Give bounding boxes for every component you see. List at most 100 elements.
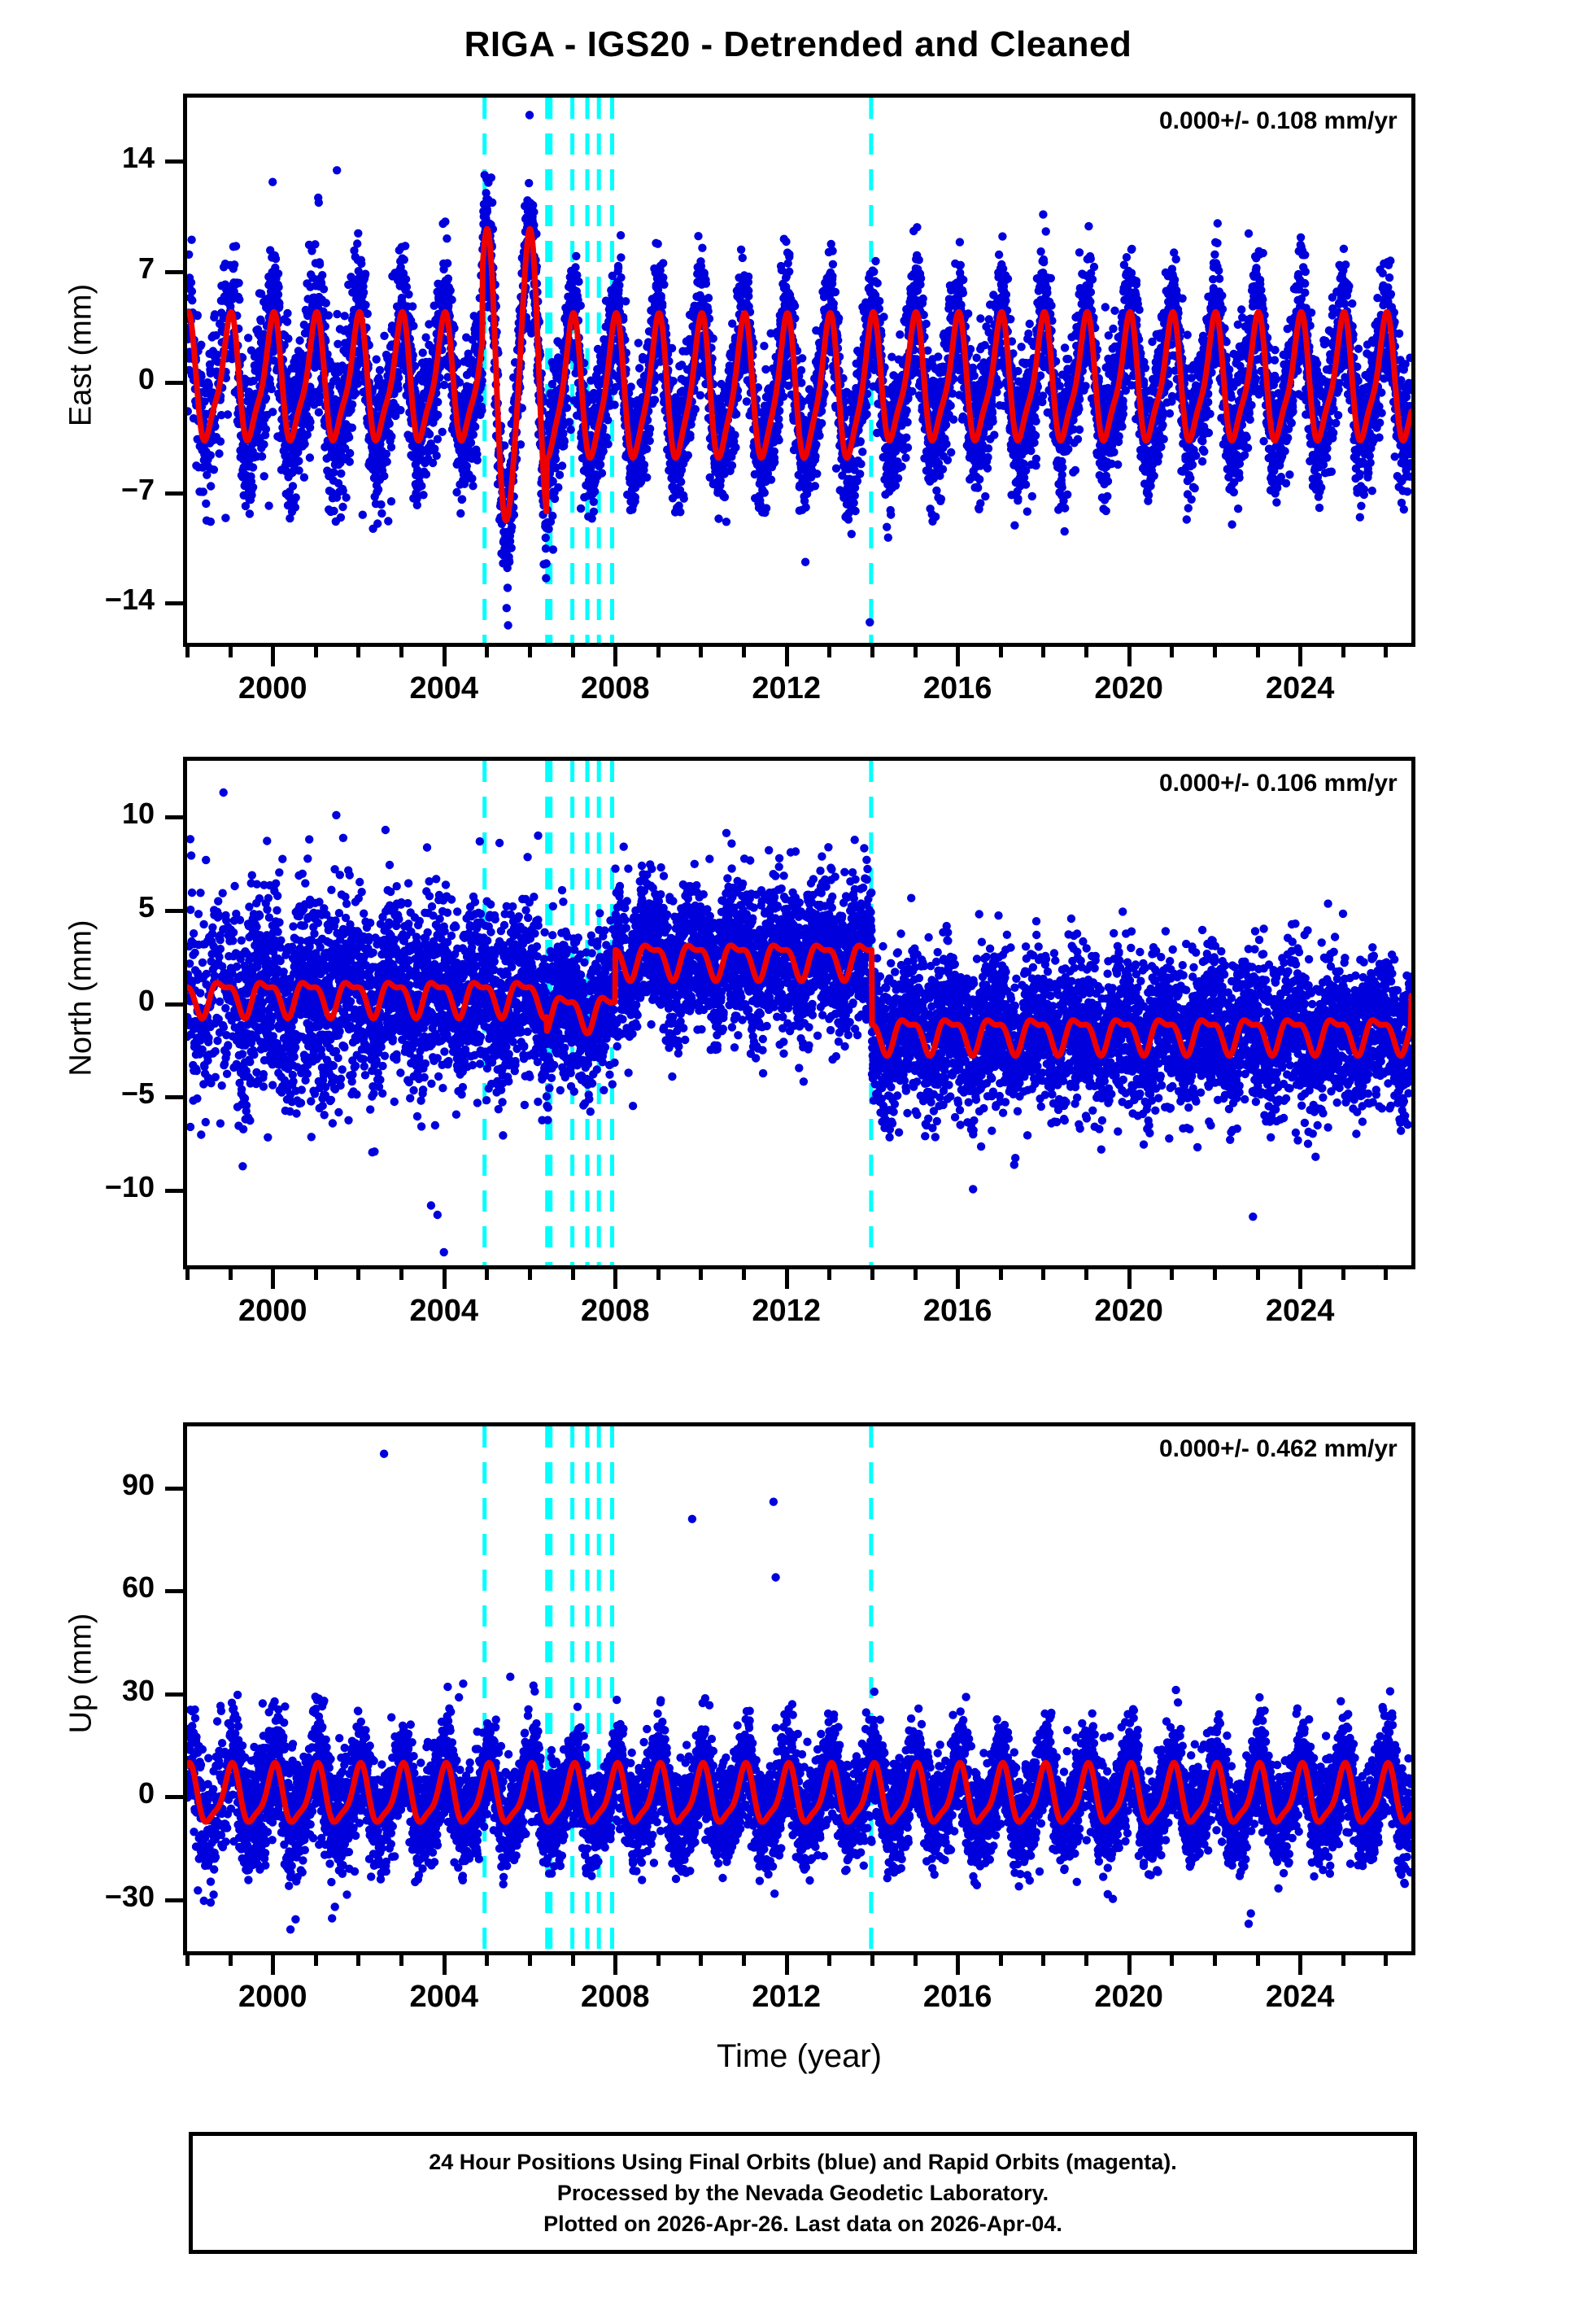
- x-tick-mark-minor: [356, 1955, 360, 1966]
- x-tick-label: 2000: [199, 671, 346, 706]
- y-tick-mark: [165, 1898, 183, 1902]
- x-tick-mark-minor: [999, 1269, 1003, 1280]
- y-tick-label: −5: [4, 1077, 155, 1111]
- x-tick-mark-minor: [1170, 1269, 1174, 1280]
- x-tick-mark-minor: [1384, 1955, 1388, 1966]
- x-tick-mark-minor: [656, 647, 661, 657]
- y-tick-mark: [165, 815, 183, 819]
- x-tick-mark-minor: [528, 1269, 532, 1280]
- x-tick-mark-major: [785, 647, 789, 666]
- x-tick-mark-minor: [314, 1269, 318, 1280]
- caption-line-2: Processed by the Nevada Geodetic Laborat…: [557, 2177, 1049, 2208]
- y-tick-label: −14: [4, 583, 155, 617]
- x-tick-mark-minor: [656, 1955, 661, 1966]
- x-tick-mark-major: [1298, 1269, 1302, 1289]
- x-tick-label: 2004: [371, 1294, 517, 1329]
- x-tick-mark-minor: [528, 647, 532, 657]
- x-tick-mark-major: [613, 1269, 617, 1289]
- x-tick-label: 2024: [1227, 671, 1373, 706]
- x-tick-mark-minor: [1384, 1269, 1388, 1280]
- plot-svg-up: [187, 1426, 1411, 1951]
- x-tick-mark-major: [271, 647, 275, 666]
- x-tick-mark-major: [956, 1269, 960, 1289]
- y-tick-label: 30: [4, 1674, 155, 1708]
- x-tick-mark-minor: [399, 1269, 403, 1280]
- x-tick-mark-minor: [870, 647, 874, 657]
- x-tick-mark-major: [1127, 1269, 1132, 1289]
- x-tick-mark-minor: [914, 647, 918, 657]
- x-tick-mark-minor: [827, 647, 831, 657]
- x-tick-label: 2016: [884, 671, 1031, 706]
- y-tick-label: 14: [4, 141, 155, 175]
- x-tick-mark-major: [613, 1955, 617, 1975]
- x-tick-mark-minor: [870, 1955, 874, 1966]
- rate-annotation-up: 0.000+/- 0.462 mm/yr: [1159, 1435, 1398, 1463]
- x-tick-label: 2000: [199, 1980, 346, 2015]
- rate-annotation-north: 0.000+/- 0.106 mm/yr: [1159, 770, 1398, 797]
- x-tick-mark-minor: [399, 647, 403, 657]
- y-tick-mark: [165, 491, 183, 496]
- y-tick-label: 0: [4, 1776, 155, 1810]
- y-tick-mark: [165, 1795, 183, 1799]
- x-tick-mark-minor: [1170, 1955, 1174, 1966]
- x-tick-mark-minor: [185, 1955, 190, 1966]
- x-tick-mark-minor: [1256, 1269, 1260, 1280]
- x-tick-mark-minor: [571, 1955, 575, 1966]
- y-tick-label: −30: [4, 1880, 155, 1914]
- x-tick-mark-major: [271, 1955, 275, 1975]
- scatter-cloud: [187, 111, 1411, 630]
- x-tick-mark-major: [443, 647, 447, 666]
- x-tick-mark-minor: [314, 1955, 318, 1966]
- y-tick-label: 10: [4, 797, 155, 831]
- plot-area-north[interactable]: [183, 757, 1415, 1269]
- x-tick-mark-major: [1127, 1955, 1132, 1975]
- x-tick-label: 2004: [371, 1980, 517, 2015]
- x-tick-mark-minor: [1341, 1955, 1345, 1966]
- x-tick-mark-minor: [742, 647, 746, 657]
- x-tick-mark-minor: [827, 1955, 831, 1966]
- x-tick-mark-minor: [1256, 1955, 1260, 1966]
- x-tick-mark-minor: [571, 647, 575, 657]
- plot-area-up[interactable]: [183, 1422, 1415, 1955]
- y-tick-mark: [165, 909, 183, 913]
- plot-area-east[interactable]: [183, 94, 1415, 647]
- y-tick-mark: [165, 381, 183, 385]
- plot-svg-east: [187, 98, 1411, 643]
- y-tick-label: 0: [4, 362, 155, 396]
- y-tick-mark: [165, 1002, 183, 1007]
- y-tick-label: −7: [4, 473, 155, 507]
- x-tick-mark-major: [785, 1955, 789, 1975]
- y-tick-label: 0: [4, 984, 155, 1018]
- x-tick-label: 2012: [713, 1294, 860, 1329]
- y-tick-mark: [165, 270, 183, 274]
- x-tick-label: 2016: [884, 1294, 1031, 1329]
- x-tick-label: 2004: [371, 671, 517, 706]
- x-tick-label: 2008: [542, 1294, 688, 1329]
- x-tick-mark-minor: [914, 1955, 918, 1966]
- x-tick-mark-minor: [1170, 647, 1174, 657]
- x-tick-label: 2024: [1227, 1980, 1373, 2015]
- x-tick-mark-minor: [229, 1955, 233, 1966]
- y-tick-label: 7: [4, 251, 155, 286]
- x-tick-mark-minor: [1256, 647, 1260, 657]
- data-points: [187, 1449, 1411, 1933]
- x-tick-mark-minor: [827, 1269, 831, 1280]
- x-tick-mark-minor: [699, 647, 703, 657]
- x-tick-mark-minor: [999, 1955, 1003, 1966]
- x-tick-label: 2020: [1056, 1294, 1202, 1329]
- x-tick-mark-major: [956, 1955, 960, 1975]
- x-tick-label: 2008: [542, 1980, 688, 2015]
- x-tick-mark-minor: [1213, 1955, 1217, 1966]
- y-tick-mark: [165, 1095, 183, 1099]
- y-tick-label: −10: [4, 1170, 155, 1204]
- y-tick-label: 90: [4, 1468, 155, 1502]
- x-tick-mark-minor: [656, 1269, 661, 1280]
- y-tick-mark: [165, 1589, 183, 1593]
- x-tick-mark-minor: [1213, 1269, 1217, 1280]
- x-tick-mark-minor: [1041, 1269, 1045, 1280]
- x-tick-mark-minor: [356, 647, 360, 657]
- y-tick-label: 5: [4, 890, 155, 924]
- x-tick-mark-minor: [185, 647, 190, 657]
- x-tick-mark-minor: [485, 1955, 489, 1966]
